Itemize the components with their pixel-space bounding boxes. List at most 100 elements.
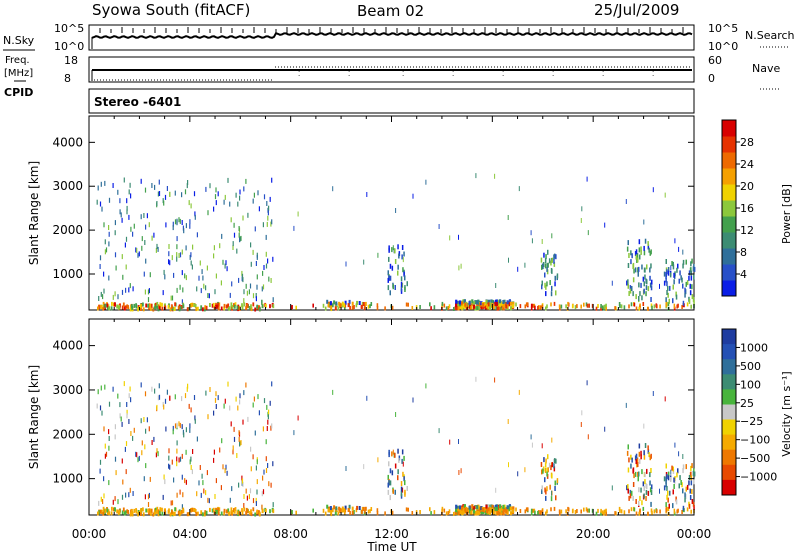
data-cell [642, 276, 645, 282]
data-cell [195, 307, 198, 312]
data-cell [457, 306, 460, 311]
data-cell [690, 267, 692, 273]
data-cell [122, 302, 125, 307]
data-cell [189, 427, 191, 433]
data-cell [168, 455, 170, 461]
data-cell [171, 500, 174, 506]
data-cell [635, 294, 637, 300]
data-cell [189, 423, 191, 429]
data-cell [635, 511, 638, 516]
data-cell [217, 511, 220, 516]
data-cell [222, 259, 224, 265]
data-cell [473, 509, 476, 514]
data-cell [649, 282, 652, 288]
data-cell [571, 509, 574, 514]
data-cell [402, 257, 404, 263]
data-cell [638, 247, 641, 253]
data-cell [670, 469, 672, 475]
power-panel-frame [88, 115, 695, 311]
data-cell [556, 273, 559, 279]
data-cell [312, 303, 314, 308]
data-cell [500, 301, 503, 306]
data-cell [168, 448, 170, 454]
data-cell [99, 264, 101, 269]
x-tick-label: 12:00 [374, 527, 409, 541]
data-cell [647, 286, 650, 292]
data-cell [183, 432, 185, 438]
data-cell [530, 230, 532, 236]
data-cell [154, 303, 156, 308]
data-cell [141, 450, 143, 456]
data-cell [223, 199, 225, 205]
data-cell [257, 190, 259, 196]
data-cell [188, 403, 190, 409]
data-cell [190, 303, 192, 307]
colorbar-tick-label: 12 [740, 224, 754, 237]
data-cell [261, 286, 263, 292]
nave-dip-marker: ⁚ [552, 70, 554, 78]
data-cell [585, 302, 588, 307]
data-cell [238, 226, 240, 231]
data-cell [630, 463, 632, 469]
data-cell [266, 221, 268, 227]
data-cell [217, 191, 219, 197]
data-cell [678, 278, 680, 284]
data-cell [638, 500, 640, 506]
data-cell [647, 445, 649, 451]
velocity-ylabel: Slant Range [km] [27, 365, 41, 469]
data-cell [545, 495, 547, 501]
data-cell [480, 301, 483, 306]
data-cell [581, 206, 583, 212]
data-cell [404, 287, 406, 292]
data-cell [231, 305, 234, 310]
data-cell [176, 252, 178, 258]
data-cell [397, 469, 399, 475]
data-cell [433, 510, 436, 515]
data-cell [243, 390, 245, 396]
data-cell [455, 303, 458, 308]
data-cell [344, 510, 346, 515]
data-cell [677, 263, 679, 269]
data-cell [542, 468, 544, 474]
data-cell [405, 302, 408, 307]
data-cell [106, 303, 109, 308]
data-cell [331, 508, 334, 513]
data-cell [641, 295, 643, 301]
data-cell [546, 281, 548, 287]
data-cell [173, 511, 176, 516]
data-cell [115, 265, 117, 271]
data-cell [231, 510, 234, 515]
data-cell [675, 294, 678, 300]
data-cell [104, 249, 106, 255]
data-cell [97, 306, 99, 311]
data-cell [635, 254, 637, 260]
data-cell [576, 509, 578, 513]
y-tick-label: 1000 [52, 472, 83, 486]
data-cell [541, 280, 543, 286]
data-cell [495, 299, 498, 304]
data-cell [531, 238, 533, 244]
data-cell [185, 449, 187, 455]
data-cell [176, 461, 178, 467]
data-cell [268, 481, 270, 487]
data-cell [551, 490, 553, 496]
data-cell [181, 220, 183, 225]
data-cell [209, 303, 211, 307]
data-cell [248, 289, 250, 295]
data-cell [174, 190, 176, 196]
data-cell [141, 245, 143, 251]
data-cell [215, 200, 217, 206]
data-cell [506, 505, 509, 510]
noise-right-tick-top: 10^5 [708, 22, 738, 35]
data-cell [663, 280, 666, 286]
data-cell [555, 290, 557, 296]
y-tick-label: 3000 [52, 179, 83, 193]
data-cell [545, 489, 547, 495]
data-cell [555, 495, 557, 501]
data-cell [108, 429, 110, 435]
data-cell [147, 508, 149, 513]
data-cell [429, 302, 431, 307]
data-cell [531, 508, 534, 513]
data-cell [123, 177, 125, 183]
